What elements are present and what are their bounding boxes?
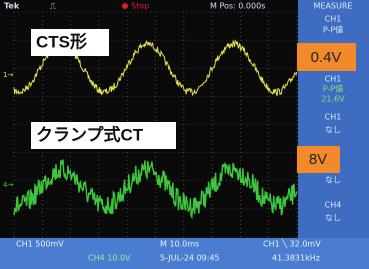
panel-type: なし	[325, 126, 341, 135]
cts-label: CTS形	[36, 31, 87, 51]
panel-source: CH4	[325, 201, 342, 210]
ch4-scale: CH4 10.0V	[88, 254, 131, 263]
panel-type: P-P値	[323, 25, 343, 35]
panel-type: P-P値	[323, 84, 343, 94]
panel-type: なし	[325, 176, 341, 185]
channel-marker: 4→	[3, 181, 13, 189]
panel-source: CH1	[325, 75, 342, 84]
cts-value: 0.4V	[311, 49, 342, 66]
panel-source: CH1	[325, 15, 342, 24]
timebase: M 10.0ms	[160, 240, 199, 249]
menu-title: MEASURE	[314, 2, 353, 11]
position: M Pos: 0.000s	[210, 2, 265, 11]
trigger-icon: ⎍	[50, 2, 56, 11]
oscilloscope-screen: Tek ⎍ Stop M Pos: 0.000s MEASURE CH1 P-P…	[0, 0, 369, 269]
status: Stop	[131, 2, 149, 11]
panel-value: 21.6V	[321, 95, 345, 104]
brand: Tek	[4, 2, 20, 11]
status-dot	[122, 3, 128, 9]
trigger: CH1 ╲ 32.0mV	[263, 239, 321, 249]
panel-type: なし	[325, 214, 341, 223]
panel-source: CH1	[325, 113, 342, 122]
ch1-scale: CH1 500mV	[16, 240, 64, 249]
channel-marker: 1→	[3, 71, 13, 79]
clamp-value: 8V	[309, 151, 327, 168]
frequency: 41.3831kHz	[272, 254, 320, 263]
date: 5-JUL-24 09:45	[160, 254, 220, 263]
clamp-label: クランプ式CT	[36, 124, 144, 144]
